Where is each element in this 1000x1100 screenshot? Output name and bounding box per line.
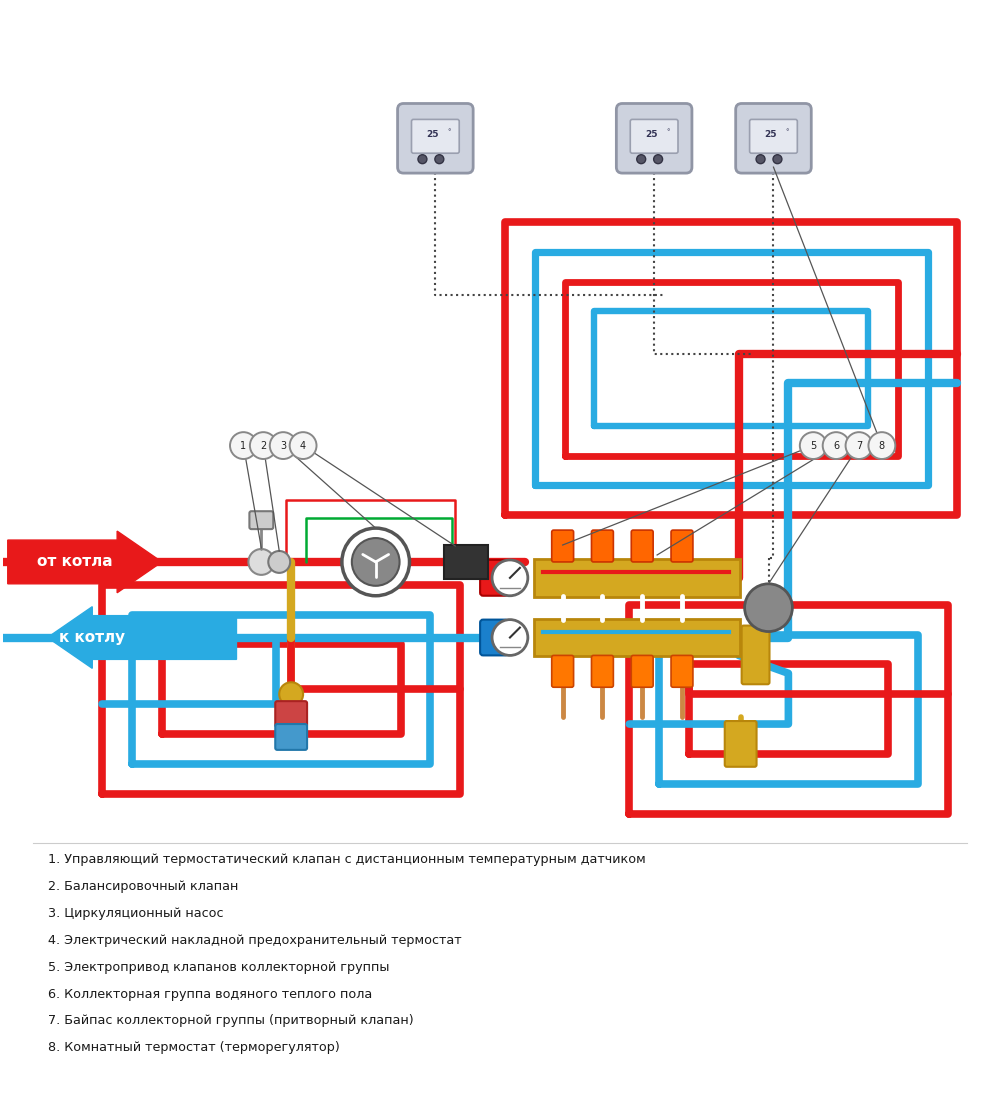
FancyBboxPatch shape: [480, 619, 508, 656]
Circle shape: [230, 432, 257, 459]
FancyBboxPatch shape: [444, 544, 488, 579]
Text: 7: 7: [856, 441, 862, 451]
FancyBboxPatch shape: [275, 701, 307, 727]
Circle shape: [823, 432, 850, 459]
Circle shape: [352, 538, 400, 586]
Circle shape: [290, 432, 317, 459]
Text: 25: 25: [645, 130, 657, 139]
Text: от котла: от котла: [37, 554, 112, 570]
Text: 8: 8: [879, 441, 885, 451]
FancyBboxPatch shape: [552, 530, 574, 562]
Circle shape: [868, 432, 895, 459]
FancyBboxPatch shape: [591, 656, 613, 688]
FancyBboxPatch shape: [616, 103, 692, 173]
Text: 25: 25: [764, 130, 777, 139]
FancyArrow shape: [8, 531, 162, 593]
Text: °: °: [786, 130, 789, 135]
FancyBboxPatch shape: [736, 103, 811, 173]
Text: 5: 5: [810, 441, 816, 451]
Text: 6. Коллекторная группа водяного теплого пола: 6. Коллекторная группа водяного теплого …: [48, 988, 372, 1001]
Text: 4: 4: [300, 441, 306, 451]
Circle shape: [756, 155, 765, 164]
Circle shape: [248, 549, 274, 575]
Text: °: °: [448, 130, 451, 135]
Circle shape: [846, 432, 872, 459]
FancyBboxPatch shape: [480, 560, 508, 596]
FancyBboxPatch shape: [750, 120, 797, 153]
FancyBboxPatch shape: [742, 626, 769, 684]
FancyBboxPatch shape: [725, 720, 757, 767]
Text: 6: 6: [833, 441, 839, 451]
Circle shape: [745, 584, 792, 631]
Circle shape: [270, 432, 297, 459]
FancyBboxPatch shape: [398, 103, 473, 173]
FancyBboxPatch shape: [631, 656, 653, 688]
FancyBboxPatch shape: [591, 530, 613, 562]
FancyBboxPatch shape: [671, 656, 693, 688]
Text: 2. Балансировочный клапан: 2. Балансировочный клапан: [48, 880, 238, 893]
Circle shape: [637, 155, 646, 164]
Circle shape: [418, 155, 427, 164]
Text: к котлу: к котлу: [59, 630, 125, 645]
Text: 7. Байпас коллекторной группы (притворный клапан): 7. Байпас коллекторной группы (притворны…: [48, 1014, 413, 1027]
FancyArrow shape: [48, 607, 236, 669]
Circle shape: [800, 432, 827, 459]
Circle shape: [279, 682, 303, 706]
Circle shape: [492, 619, 528, 656]
Text: 3. Циркуляционный насос: 3. Циркуляционный насос: [48, 908, 223, 920]
Circle shape: [435, 155, 444, 164]
Text: 25: 25: [426, 130, 439, 139]
Circle shape: [250, 432, 277, 459]
Text: 1: 1: [240, 441, 246, 451]
Circle shape: [773, 155, 782, 164]
Text: 3: 3: [280, 441, 286, 451]
FancyBboxPatch shape: [275, 724, 307, 750]
Text: 1. Управляющий термостатический клапан с дистанционным температурным датчиком: 1. Управляющий термостатический клапан с…: [48, 854, 645, 867]
FancyBboxPatch shape: [411, 120, 459, 153]
FancyBboxPatch shape: [552, 656, 574, 688]
Text: 5. Электропривод клапанов коллекторной группы: 5. Электропривод клапанов коллекторной г…: [48, 960, 389, 974]
FancyBboxPatch shape: [631, 530, 653, 562]
Text: °: °: [666, 130, 670, 135]
Text: 2: 2: [260, 441, 266, 451]
Circle shape: [268, 551, 290, 573]
FancyBboxPatch shape: [671, 530, 693, 562]
Text: 8. Комнатный термостат (терморегулятор): 8. Комнатный термостат (терморегулятор): [48, 1042, 339, 1054]
Text: 4. Электрический накладной предохранительный термостат: 4. Электрический накладной предохранител…: [48, 934, 461, 947]
Circle shape: [492, 560, 528, 596]
Circle shape: [342, 528, 410, 596]
FancyBboxPatch shape: [630, 120, 678, 153]
FancyBboxPatch shape: [534, 618, 740, 657]
FancyBboxPatch shape: [534, 559, 740, 596]
FancyBboxPatch shape: [249, 512, 273, 529]
Circle shape: [654, 155, 663, 164]
